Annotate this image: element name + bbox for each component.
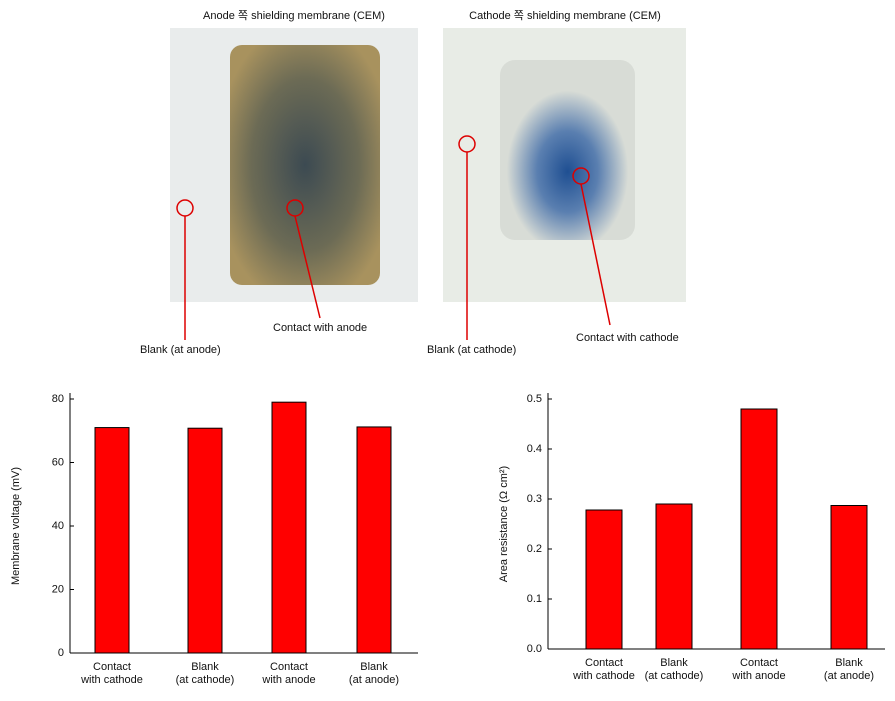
y-tick-label: 0.0 bbox=[527, 643, 542, 655]
bar bbox=[271, 401, 307, 654]
y-tick-label: 0.2 bbox=[527, 543, 542, 555]
x-tick-label: Blank (at cathode) bbox=[644, 657, 704, 682]
pointer bbox=[580, 183, 611, 326]
annotation: Blank (at anode) bbox=[140, 344, 221, 356]
y-tick-label: 0.4 bbox=[527, 443, 542, 455]
membrane bbox=[500, 60, 635, 240]
annotation: Contact with anode bbox=[273, 322, 367, 334]
membrane bbox=[230, 45, 380, 285]
photo-title: Cathode 쪽 shielding membrane (CEM) bbox=[469, 9, 661, 22]
x-tick-label: Blank (at anode) bbox=[348, 661, 400, 686]
bar bbox=[356, 426, 392, 654]
x-tick-label: Blank (at anode) bbox=[823, 657, 875, 682]
y-tick-label: 0 bbox=[58, 647, 64, 659]
annotation: Contact with cathode bbox=[576, 332, 679, 344]
y-tick-label: 80 bbox=[52, 393, 64, 405]
annotation: Blank (at cathode) bbox=[427, 344, 516, 356]
bar bbox=[585, 509, 623, 650]
y-tick-label: 60 bbox=[52, 456, 64, 468]
x-tick-label: Contact with anode bbox=[732, 657, 786, 682]
y-tick-label: 0.5 bbox=[527, 393, 542, 405]
y-tick-label: 20 bbox=[52, 583, 64, 595]
x-tick-label: Blank (at cathode) bbox=[175, 661, 235, 686]
x-tick-label: Contact with cathode bbox=[573, 657, 635, 682]
pointer bbox=[294, 215, 321, 319]
photo-title: Anode 쪽 shielding membrane (CEM) bbox=[203, 9, 385, 22]
bar bbox=[740, 408, 778, 650]
bar bbox=[830, 505, 868, 650]
y-axis-label: Area resistance (Ω cm²) bbox=[498, 466, 510, 582]
x-tick-label: Contact with cathode bbox=[81, 661, 143, 686]
y-axis-label: Membrane voltage (mV) bbox=[10, 467, 22, 585]
bar bbox=[94, 427, 130, 654]
bar bbox=[655, 503, 693, 650]
x-tick-label: Contact with anode bbox=[262, 661, 316, 686]
y-tick-label: 0.1 bbox=[527, 593, 542, 605]
y-tick-label: 0.3 bbox=[527, 493, 542, 505]
y-tick-label: 40 bbox=[52, 520, 64, 532]
bar bbox=[187, 427, 223, 654]
